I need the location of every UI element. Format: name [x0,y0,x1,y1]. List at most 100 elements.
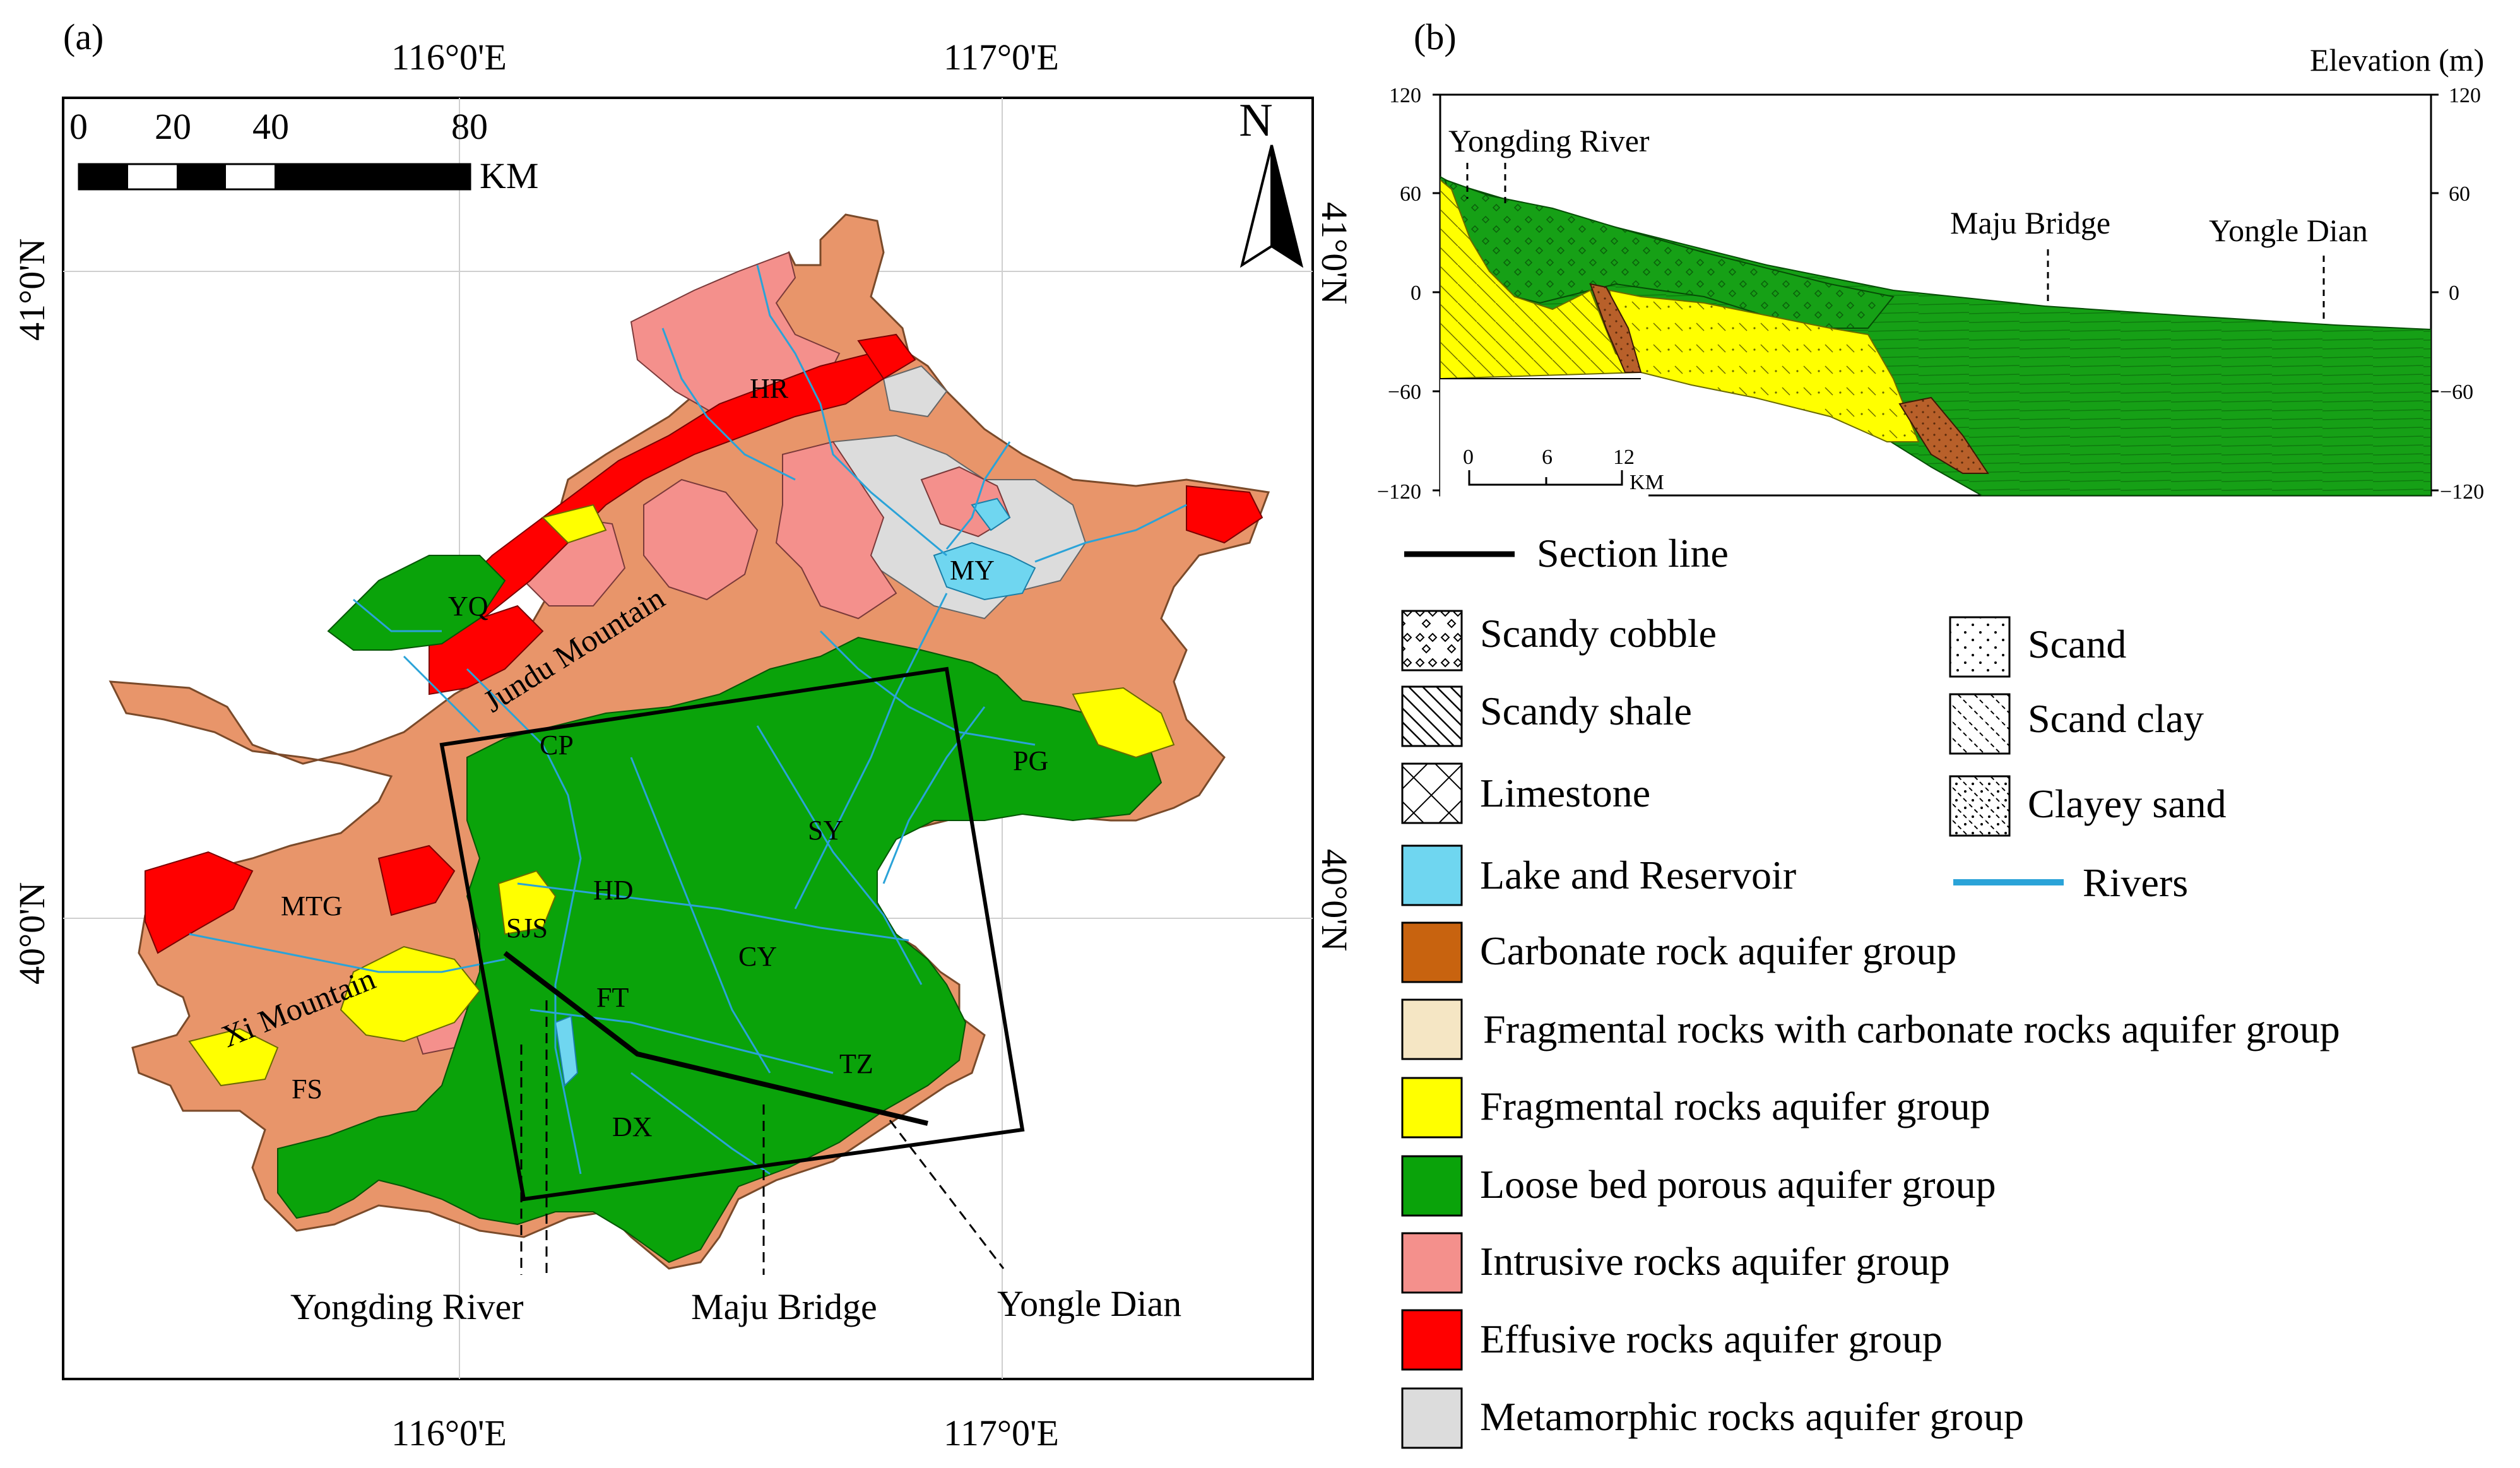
right-tick-m120: −120 [2440,480,2484,504]
code-ft: FT [596,982,629,1013]
legend-label-metamorphic: Metamorphic rocks aquifer group [1480,1394,2024,1439]
legend-label-cobble: Scandy cobble [1480,611,1717,656]
panel-a-label: (a) [63,16,104,57]
legend-label-shale: Scandy shale [1480,689,1692,733]
legend-section-line-label: Section line [1537,531,1729,576]
label-yongding-river-a: Yongding River [290,1286,524,1327]
code-sjs: SJS [506,913,548,944]
left-tick-60: 60 [1400,182,1421,206]
district-codes: HR MY YQ CP PG SY HD MTG SJS CY FT TZ FS… [281,373,1048,1142]
panel-a-map: (a) 116°0'E 117°0'E 116°0'E 117°0'E 41°0… [11,16,1355,1453]
code-sy: SY [808,815,843,846]
lake-miyun [933,542,1036,601]
left-tick-m120: −120 [1377,480,1421,504]
code-cp: CP [540,730,574,761]
section-y-ticks-right: 120 60 0 −60 −120 [2440,84,2484,504]
unit-effusive [857,333,916,380]
legend-label-intrusive: Intrusive rocks aquifer group [1480,1239,1950,1284]
section-carbonate-right [1898,396,1989,474]
north-arrow-icon: N [1239,95,1304,268]
unit-fragmental [541,504,607,544]
legend-swatch-intrusive [1401,1232,1463,1294]
legend: Section line Scandy cobble Scandy shale … [1401,531,2340,1449]
lon-label-117-bottom: 117°0'E [944,1412,1059,1453]
legend-label-fragmental-carbonate: Fragmental rocks with carbonate rocks aq… [1483,1007,2340,1051]
legend-swatch-shale [1401,685,1463,747]
left-tick-0: 0 [1411,281,1421,305]
section-fragmental-left [1440,179,1643,380]
north-label: N [1239,95,1272,146]
legend-swatch-sand [1949,616,2011,678]
legend-label-effusive: Effusive rocks aquifer group [1480,1317,1943,1361]
legend-swatch-metamorphic [1401,1387,1463,1449]
unit-fragmental [1072,687,1175,759]
unit-intrusive [775,441,897,620]
label-maju-bridge-b: Maju Bridge [1950,205,2110,240]
code-dx: DX [612,1111,653,1142]
river-network [189,264,1187,1175]
legend-label-lake: Lake and Reservoir [1480,853,1796,897]
unit-effusive [441,352,885,632]
label-maju-bridge-a: Maju Bridge [691,1286,877,1327]
lake-guanting [971,497,1011,531]
legend-swatch-cobble [1401,610,1463,672]
code-cy: CY [738,941,777,972]
legend-swatch-fragmental [1401,1077,1463,1139]
lon-label-117: 117°0'E [944,37,1059,78]
unit-effusive [377,844,456,916]
code-tz: TZ [839,1048,873,1079]
unit-metamorphic [882,365,948,418]
section-leaders [520,1000,1005,1275]
code-pg: PG [1013,745,1048,776]
legend-label-limestone: Limestone [1480,771,1650,815]
section-fragmental-main [1608,289,1920,442]
code-yq: YQ [448,591,488,622]
legend-swatch-lake [1401,844,1463,906]
unit-effusive [1186,485,1263,544]
unit-effusive [429,605,544,696]
code-mtg: MTG [281,891,343,921]
legend-label-sandclay: Scand clay [2028,696,2204,741]
legend-swatch-sandclay [1949,693,2011,755]
scale-tick-0: 0 [69,106,88,147]
right-tick-120: 120 [2449,84,2481,107]
section-scale-bar: 0 6 12 KM [1463,446,1664,494]
lake-small [554,1015,579,1087]
scale-tick-20: 20 [155,106,191,147]
panel-b-section: (b) Elevation (m) 120 60 0 −60 −120 120 … [1377,16,2484,504]
section-line [503,950,928,1126]
unit-effusive [145,851,254,954]
lat-label-40-right: 40°0'N [1314,849,1355,952]
section-scale-unit: KM [1630,471,1664,494]
lon-label-116: 116°0'E [391,37,507,78]
elevation-title: Elevation (m) [2310,42,2484,78]
legend-swatch-loose-bed [1401,1155,1463,1217]
legend-label-fragmental: Fragmental rocks aquifer group [1480,1084,1991,1128]
lon-label-116-bottom: 116°0'E [391,1412,507,1453]
legend-label-loose-bed: Loose bed porous aquifer group [1480,1162,1996,1207]
legend-swatch-limestone [1401,762,1463,824]
panel-b-label: (b) [1414,16,1457,57]
legend-swatch-carbonate [1401,921,1463,983]
legend-swatch-clayeysand [1949,775,2011,837]
section-carbonate-left [1589,283,1642,373]
unit-loose-bed [327,555,506,651]
scale-tick-80: 80 [451,106,488,147]
legend-label-clayeysand: Clayey sand [2028,781,2227,826]
left-tick-120: 120 [1389,84,1421,107]
code-hr: HR [750,373,789,404]
scale-unit: KM [480,155,538,196]
lat-label-41-left: 41°0'N [11,238,52,341]
label-yongding-river-b: Yongding River [1448,123,1650,158]
section-y-ticks-left: 120 60 0 −60 −120 [1377,84,1421,504]
right-tick-m60: −60 [2440,381,2473,404]
code-fs: FS [292,1074,322,1104]
section-scale-0: 0 [1463,446,1474,469]
code-hd: HD [593,875,634,906]
unit-intrusive [630,251,841,418]
legend-label-sand: Scand [2028,622,2126,666]
legend-units: Carbonate rock aquifer group Fragmental … [1401,921,2340,1449]
right-tick-0: 0 [2449,281,2459,305]
scale-tick-40: 40 [252,106,289,147]
